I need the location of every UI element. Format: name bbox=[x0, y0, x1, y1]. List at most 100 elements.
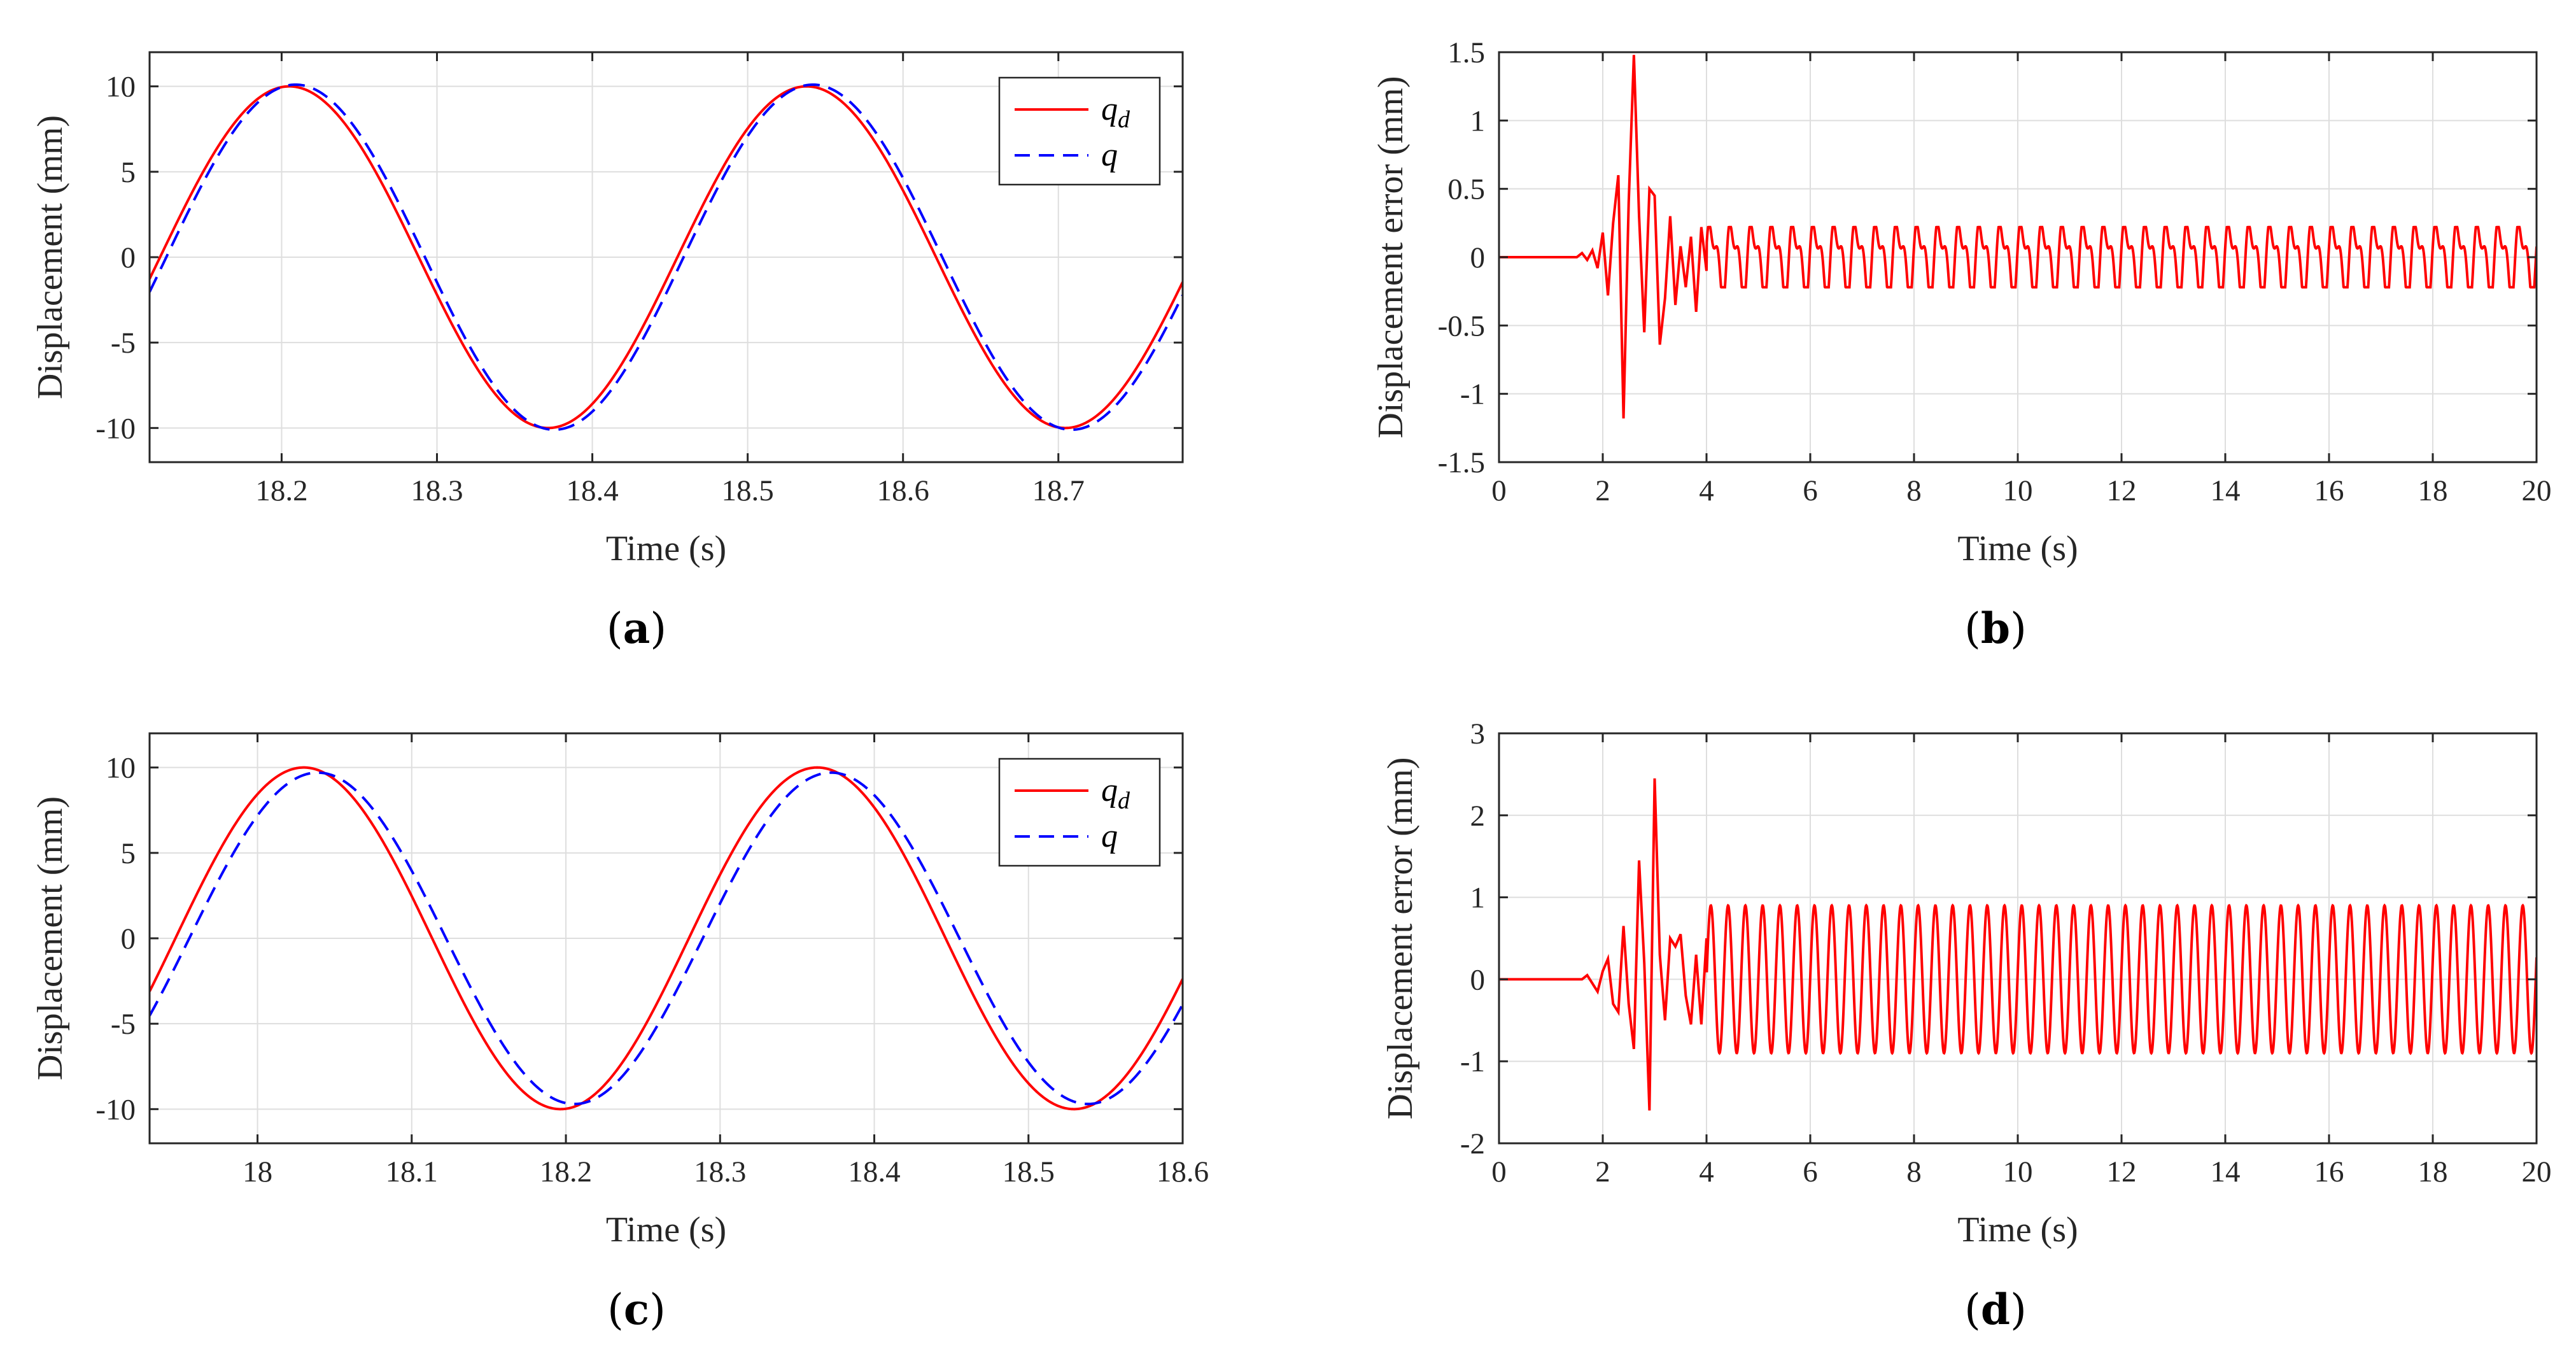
y-tick-label: -1 bbox=[1460, 1045, 1485, 1078]
y-tick-label: 0 bbox=[121, 922, 136, 956]
x-tick-label: 18.3 bbox=[694, 1155, 746, 1188]
x-tick-label: 18.2 bbox=[540, 1155, 592, 1188]
x-tick-label: 4 bbox=[1699, 474, 1714, 507]
chart-ticks-c: 18 18.1 18.2 18.3 18.4 18.5 18.6 10 5 0 -5 -10 bbox=[95, 733, 1209, 1188]
x-tick-label: 8 bbox=[1906, 474, 1922, 507]
x-tick-label: 18.3 bbox=[411, 474, 463, 507]
y-tick-label: 0 bbox=[1470, 241, 1486, 274]
x-tick-label: 18 bbox=[2418, 1155, 2448, 1188]
series-line-q bbox=[150, 771, 1183, 1106]
x-axis-label-b: Time (s) bbox=[1957, 529, 2078, 568]
y-tick-label: -10 bbox=[95, 412, 136, 445]
x-tick-label: 0 bbox=[1491, 1155, 1507, 1188]
x-tick-label: 18.6 bbox=[1157, 1155, 1209, 1188]
y-tick-label: 1 bbox=[1470, 882, 1486, 915]
panel-caption-b: (b) bbox=[1964, 603, 2027, 653]
y-tick-label: -5 bbox=[111, 1008, 136, 1041]
x-tick-label: 18.4 bbox=[566, 474, 618, 507]
y-tick-label: -5 bbox=[111, 327, 136, 360]
y-tick-label: 1 bbox=[1470, 104, 1486, 138]
x-axis-label-a: Time (s) bbox=[606, 529, 726, 568]
chart-legend-a: qdq bbox=[998, 76, 1161, 186]
x-tick-label: 18.4 bbox=[848, 1155, 900, 1188]
y-tick-label: 5 bbox=[121, 156, 136, 189]
y-tick-label: 0.5 bbox=[1447, 173, 1485, 206]
y-tick-label: 3 bbox=[1470, 717, 1486, 751]
series-line-error bbox=[1499, 55, 2537, 419]
panel-caption-d: (d) bbox=[1964, 1285, 2027, 1334]
chart-ticks-a: 18.2 18.3 18.4 18.5 18.6 18.7 10 5 0 -5 -10 bbox=[95, 52, 1183, 507]
series-line-error bbox=[1499, 778, 2537, 1111]
y-tick-label: 10 bbox=[106, 71, 136, 104]
x-tick-label: 18.7 bbox=[1032, 474, 1085, 507]
chart-panel-c: 18 18.1 18.2 18.3 18.4 18.5 18.6 10 5 0 -5 -10 Time… bbox=[31, 732, 1209, 1250]
x-tick-label: 14 bbox=[2211, 1155, 2241, 1188]
y-tick-label: 2 bbox=[1470, 800, 1486, 833]
chart-ticks-b: 0 2 4 6 8 10 12 14 16 18 20 1.5 1 0.5 0 -0.5 -1 -1.5 bbox=[1438, 36, 2552, 507]
panel-caption-a: (a) bbox=[607, 603, 666, 653]
legend-box bbox=[998, 76, 1161, 186]
x-tick-label: 10 bbox=[2003, 1155, 2033, 1188]
legend-label: qd bbox=[1101, 91, 1130, 133]
y-axis-label-a: Displacement (mm) bbox=[31, 115, 70, 399]
chart-series-a bbox=[150, 83, 1183, 432]
x-tick-label: 16 bbox=[2314, 1155, 2344, 1188]
x-tick-label: 18.5 bbox=[722, 474, 774, 507]
legend-label-base: q bbox=[1101, 818, 1118, 854]
legend-label: q bbox=[1101, 818, 1118, 854]
y-tick-label: 0 bbox=[121, 241, 136, 274]
legend-label-base: q bbox=[1101, 772, 1118, 808]
panel-caption-letter-c: c bbox=[624, 1285, 649, 1334]
legend-label-base: q bbox=[1101, 137, 1118, 173]
x-tick-label: 18 bbox=[243, 1155, 272, 1188]
legend-label: q bbox=[1101, 137, 1118, 173]
series-line-q bbox=[150, 83, 1183, 432]
legend-label-base: q bbox=[1101, 91, 1118, 127]
x-tick-label: 14 bbox=[2211, 474, 2241, 507]
chart-series-c bbox=[150, 766, 1183, 1111]
x-tick-label: 10 bbox=[2003, 474, 2033, 507]
y-tick-label: -2 bbox=[1460, 1127, 1485, 1160]
legend-label-subscript: d bbox=[1118, 787, 1130, 814]
panel-caption-letter-a: a bbox=[623, 603, 651, 653]
legend-label-subscript: d bbox=[1118, 106, 1130, 133]
y-axis-label-c: Displacement (mm) bbox=[31, 796, 70, 1080]
x-tick-label: 20 bbox=[2522, 474, 2552, 507]
x-tick-label: 4 bbox=[1699, 1155, 1714, 1188]
x-tick-label: 16 bbox=[2314, 474, 2344, 507]
chart-panel-a: 18.2 18.3 18.4 18.5 18.6 18.7 10 5 0 -5 -10 Time (… bbox=[31, 51, 1184, 568]
x-tick-label: 2 bbox=[1595, 474, 1610, 507]
panel-caption-letter-d: d bbox=[1981, 1285, 2010, 1334]
y-tick-label: 1.5 bbox=[1447, 36, 1485, 69]
x-tick-label: 2 bbox=[1595, 1155, 1610, 1188]
chart-series-d bbox=[1499, 778, 2537, 1111]
panel-caption-c: (c) bbox=[607, 1285, 666, 1334]
y-tick-label: -1.5 bbox=[1438, 446, 1485, 479]
legend-label: qd bbox=[1101, 772, 1130, 814]
y-tick-label: 10 bbox=[106, 752, 136, 785]
panel-caption-letter-b: b bbox=[1981, 603, 2010, 653]
chart-series-b bbox=[1499, 55, 2537, 419]
y-tick-label: -10 bbox=[95, 1093, 136, 1126]
y-axis-label-b: Displacement error (mm) bbox=[1371, 76, 1411, 438]
chart-legend-c: qdq bbox=[998, 758, 1161, 867]
x-tick-label: 18 bbox=[2418, 474, 2448, 507]
x-tick-label: 6 bbox=[1803, 1155, 1818, 1188]
chart-panel-b: 0 2 4 6 8 10 12 14 16 18 20 1.5 1 0.5 0 -0.5 -1 -1.5 Time… bbox=[1371, 36, 2552, 568]
x-tick-label: 8 bbox=[1906, 1155, 1922, 1188]
series-line-q-d bbox=[150, 85, 1183, 430]
x-tick-label: 6 bbox=[1803, 474, 1818, 507]
x-tick-label: 0 bbox=[1491, 474, 1507, 507]
x-tick-label: 18.6 bbox=[877, 474, 929, 507]
y-tick-label: -1 bbox=[1460, 378, 1485, 411]
y-axis-label-d: Displacement error (mm) bbox=[1381, 757, 1420, 1119]
x-tick-label: 18.5 bbox=[1003, 1155, 1055, 1188]
y-tick-label: 5 bbox=[121, 837, 136, 870]
x-tick-label: 12 bbox=[2107, 474, 2137, 507]
x-tick-label: 18.2 bbox=[255, 474, 307, 507]
x-tick-label: 18.1 bbox=[386, 1155, 438, 1188]
x-tick-label: 20 bbox=[2522, 1155, 2552, 1188]
